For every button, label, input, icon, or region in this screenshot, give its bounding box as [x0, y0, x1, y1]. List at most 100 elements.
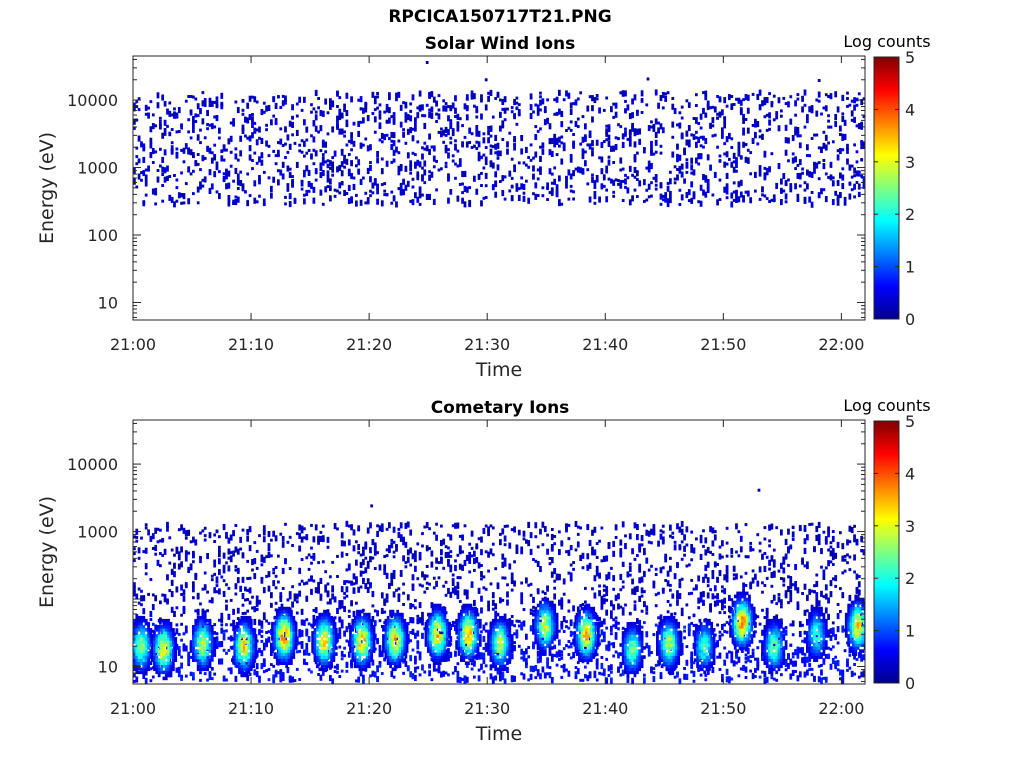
- spectrogram-cell: [449, 125, 453, 129]
- spectrogram-cell: [274, 669, 278, 676]
- spectrogram-cell: [310, 182, 313, 189]
- spectrogram-cell: [154, 544, 158, 551]
- spectrogram-cell: [831, 535, 835, 542]
- spectrogram-cell: [416, 171, 420, 178]
- spectrogram-cell: [177, 192, 181, 199]
- spectrogram-cell: [824, 607, 828, 614]
- spectrogram-cell: [560, 653, 564, 657]
- spectrogram-cell: [829, 634, 833, 641]
- spectrogram-cell: [822, 530, 826, 534]
- spectrogram-cell: [369, 189, 372, 193]
- spectrogram-cell: [725, 136, 729, 143]
- spectrogram-cell: [718, 652, 722, 659]
- spectrogram-cell: [602, 174, 606, 181]
- spectrogram-cell: [411, 617, 415, 624]
- spectrogram-cell: [517, 194, 521, 201]
- spectrogram-cell: [550, 571, 554, 575]
- spectrogram-cell: [725, 104, 729, 108]
- spectrogram-cell: [175, 667, 179, 671]
- spectrogram-cell: [723, 588, 727, 595]
- spectrogram-cell: [288, 171, 292, 178]
- spectrogram-cell: [610, 178, 613, 182]
- spectrogram-cell: [758, 541, 762, 545]
- spectrogram-cell: [142, 664, 146, 669]
- spectrogram-cell: [376, 188, 379, 195]
- spectrogram-cell: [155, 655, 159, 659]
- spectrogram-cell: [241, 576, 245, 583]
- spectrogram-cell: [166, 124, 169, 128]
- spectrogram-cell: [841, 112, 845, 116]
- spectrogram-cell: [791, 660, 795, 667]
- spectrogram-cell: [414, 655, 417, 662]
- spectrogram-cell: [303, 96, 306, 103]
- spectrogram-cell: [155, 658, 159, 662]
- spectrogram-cell: [558, 573, 561, 580]
- spectrogram-cell: [295, 102, 299, 106]
- spectrogram-cell: [253, 197, 257, 204]
- spectrogram-cell: [699, 553, 703, 560]
- spectrogram-cell: [716, 199, 719, 206]
- spectrogram-cell: [369, 582, 372, 589]
- spectrogram-cell: [430, 112, 434, 119]
- spectrogram-cell: [817, 600, 821, 607]
- spectrogram-cell: [713, 562, 717, 566]
- spectrogram-cell: [385, 120, 389, 124]
- spectrogram-cell: [546, 117, 549, 124]
- spectrogram-cell: [765, 612, 769, 619]
- spectrogram-cell: [378, 126, 382, 129]
- spectrogram-cell: [730, 677, 734, 681]
- spectrogram-cell: [414, 606, 417, 610]
- spectrogram-cell: [135, 628, 139, 632]
- spectrogram-cell: [137, 158, 141, 162]
- spectrogram-cell: [291, 104, 294, 111]
- spectrogram-cell: [567, 197, 571, 201]
- spectrogram-cell: [636, 109, 639, 116]
- spectrogram-cell: [262, 170, 266, 174]
- spectrogram-cell: [751, 548, 755, 552]
- spectrogram-cell: [631, 195, 634, 202]
- spectrogram-cell: [746, 157, 750, 164]
- spectrogram-cell: [347, 139, 351, 143]
- spectrogram-cell: [633, 133, 637, 137]
- spectrogram-cell: [215, 115, 219, 122]
- spectrogram-cell: [602, 140, 606, 144]
- spectrogram-cell: [440, 540, 443, 547]
- spectrogram-cell: [487, 605, 490, 612]
- spectrogram-cell: [737, 196, 741, 203]
- spectrogram-cell: [704, 549, 708, 556]
- spectrogram-cell: [362, 117, 365, 124]
- spectrogram-cell: [253, 96, 257, 103]
- spectrogram-cell: [310, 546, 313, 550]
- spectrogram-cell: [768, 127, 771, 131]
- spectrogram-cell: [600, 603, 604, 610]
- spectrogram-cell: [784, 102, 788, 106]
- spectrogram-cell: [329, 195, 332, 202]
- spectrogram-cell: [647, 160, 651, 167]
- spectrogram-cell: [532, 110, 535, 114]
- spectrogram-cell: [678, 167, 682, 174]
- spectrogram-cell: [669, 603, 672, 607]
- spectrogram-cell: [411, 673, 415, 680]
- spectrogram-cell: [848, 540, 852, 544]
- spectrogram-cell: [723, 659, 727, 666]
- spectrogram-cell: [343, 108, 346, 112]
- spectrogram-cell: [610, 670, 613, 674]
- spectrogram-cell: [140, 618, 143, 623]
- spectrogram-cell: [137, 670, 141, 675]
- spectrogram-cell: [713, 171, 717, 178]
- spectrogram-cell: [355, 156, 358, 160]
- spectrogram-cell: [137, 655, 141, 659]
- spectrogram-cell: [706, 100, 710, 107]
- spectrogram-cell: [817, 521, 821, 528]
- spectrogram-cell: [153, 640, 156, 644]
- spectrogram-cell: [683, 149, 686, 156]
- spectrogram-cell: [155, 649, 159, 653]
- spectrogram-cell: [402, 582, 405, 586]
- spectrogram-cell: [548, 562, 552, 566]
- spectrogram-cell: [513, 114, 516, 118]
- spectrogram-cell: [399, 182, 403, 186]
- spectrogram-cell: [475, 115, 479, 119]
- spectrogram-cell: [324, 98, 328, 105]
- spectrogram-cell: [362, 559, 365, 566]
- spectrogram-cell: [735, 550, 738, 554]
